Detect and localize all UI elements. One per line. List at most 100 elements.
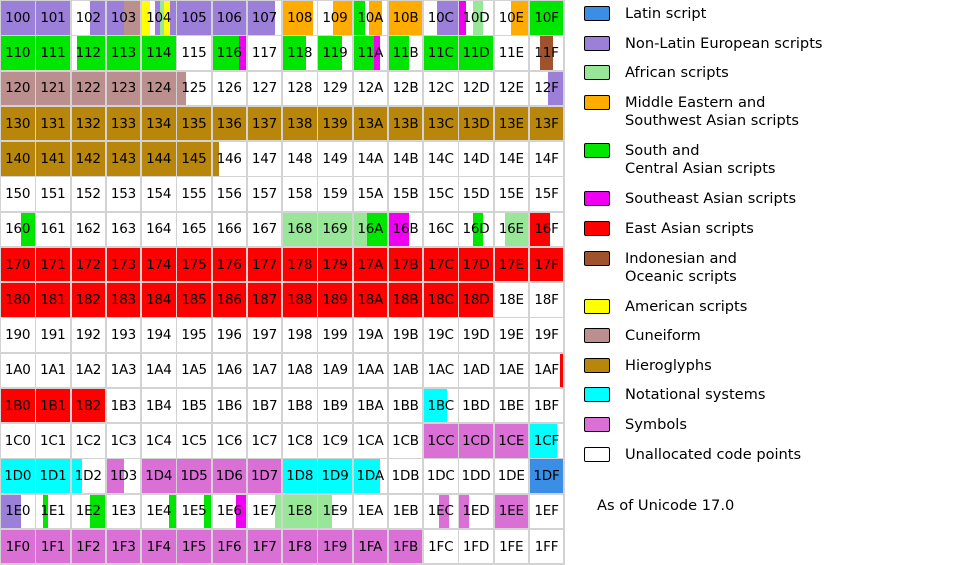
block-cell-176: 176 (212, 247, 246, 282)
block-code-label: 1E9 (322, 503, 348, 520)
block-cell-12a: 12A (353, 71, 387, 105)
block-cell-156: 156 (212, 177, 246, 211)
cell-fill-segment (1, 353, 35, 387)
block-cell-136: 136 (212, 106, 246, 141)
block-code-label: 114 (146, 45, 172, 61)
cell-fill-segment (494, 353, 528, 387)
legend-swatch (584, 143, 610, 158)
block-cell-1be: 1BE (494, 388, 528, 423)
block-cell-1a8: 1A8 (283, 353, 317, 387)
block-cell-1f9: 1F9 (318, 529, 352, 564)
block-code-label: 1B2 (75, 397, 102, 414)
block-cell-186: 186 (212, 283, 246, 317)
block-cell-14c: 14C (424, 142, 458, 176)
block-code-label: 1F8 (287, 538, 313, 555)
block-cell-103: 103 (106, 1, 141, 35)
cell-fill-segment (388, 459, 423, 493)
cell-fill-segment (239, 36, 246, 70)
block-cell-153: 153 (106, 177, 141, 211)
cell-fill-segment (353, 494, 387, 528)
block-code-label: 13F (534, 115, 559, 132)
block-code-label: 105 (181, 9, 207, 26)
legend-item-t: Southeast Asian scripts (584, 190, 796, 208)
block-code-label: 1F4 (146, 538, 172, 555)
block-code-label: 1D7 (251, 468, 278, 484)
block-cell-1de: 1DE (494, 459, 528, 493)
block-code-label: 1FA (358, 538, 383, 555)
cell-fill-segment (556, 424, 564, 458)
block-cell-115: 115 (177, 36, 211, 70)
block-cell-164: 164 (142, 212, 176, 246)
cell-fill-segment (529, 142, 564, 176)
cell-fill-segment (388, 71, 423, 105)
block-code-label: 152 (75, 186, 101, 202)
block-cell-1d6: 1D6 (212, 459, 246, 493)
block-cell-1fb: 1FB (388, 529, 423, 564)
block-cell-161: 161 (36, 212, 70, 246)
cell-fill-segment (177, 494, 205, 528)
cell-fill-segment (529, 212, 551, 246)
block-code-label: 1DF (533, 468, 560, 484)
cell-fill-segment (529, 106, 564, 141)
block-cell-1d0: 1D0 (1, 459, 35, 493)
block-code-label: 121 (40, 80, 66, 97)
block-cell-12b: 12B (388, 71, 423, 105)
block-code-label: 160 (5, 221, 31, 238)
block-code-label: 158 (287, 186, 313, 202)
block-code-label: 14F (534, 150, 559, 167)
cell-fill-segment (318, 106, 352, 141)
block-cell-171: 171 (36, 247, 70, 282)
cell-fill-segment (1, 459, 35, 493)
block-code-label: 145 (181, 150, 207, 167)
cell-fill-segment (106, 283, 141, 317)
cell-fill-segment (459, 529, 493, 564)
cell-fill-segment (274, 1, 282, 35)
cell-fill-segment (212, 494, 237, 528)
cell-fill-segment (247, 36, 282, 70)
block-cell-11c: 11C (424, 36, 458, 70)
block-cell-1d7: 1D7 (247, 459, 282, 493)
block-cell-17b: 17B (388, 247, 423, 282)
block-cell-14f: 14F (529, 142, 564, 176)
cell-fill-segment (331, 494, 352, 528)
cell-fill-segment (424, 212, 458, 246)
legend-label: African scripts (625, 64, 729, 81)
block-cell-15a: 15A (353, 177, 387, 211)
cell-fill-segment (71, 318, 105, 352)
block-code-label: 154 (146, 186, 172, 202)
block-cell-1bd: 1BD (459, 388, 493, 423)
cell-fill-segment (494, 106, 528, 141)
block-code-label: 1D0 (4, 468, 32, 484)
block-cell-122: 122 (71, 71, 105, 105)
block-cell-11e: 11E (494, 36, 528, 70)
cell-fill-segment (36, 318, 70, 352)
block-code-label: 11B (392, 45, 419, 61)
block-cell-17c: 17C (424, 247, 458, 282)
block-code-label: 1D3 (110, 468, 137, 484)
block-cell-185: 185 (177, 283, 211, 317)
block-cell-102: 102 (71, 1, 105, 35)
block-cell-135: 135 (177, 106, 211, 141)
cell-fill-segment (1, 529, 35, 564)
block-code-label: 170 (5, 256, 31, 273)
cell-fill-segment (170, 1, 176, 35)
cell-fill-segment (185, 71, 211, 105)
cell-fill-segment (106, 247, 141, 282)
block-code-label: 116 (216, 45, 242, 61)
cell-fill-segment (106, 529, 141, 564)
cell-fill-segment (212, 36, 240, 70)
cell-fill-segment (559, 353, 564, 387)
block-cell-14d: 14D (459, 142, 493, 176)
block-cell-194: 194 (142, 318, 176, 352)
cell-fill-segment (318, 36, 342, 70)
block-cell-15b: 15B (388, 177, 423, 211)
cell-fill-segment (353, 353, 387, 387)
block-code-label: 1AD (462, 362, 490, 379)
block-code-label: 1B4 (145, 397, 172, 414)
cell-fill-segment (494, 142, 528, 176)
cell-fill-segment (529, 36, 540, 70)
cell-fill-segment (106, 142, 141, 176)
block-cell-1a1: 1A1 (36, 353, 70, 387)
block-code-label: 1D9 (321, 468, 349, 484)
block-code-label: 134 (146, 115, 172, 132)
